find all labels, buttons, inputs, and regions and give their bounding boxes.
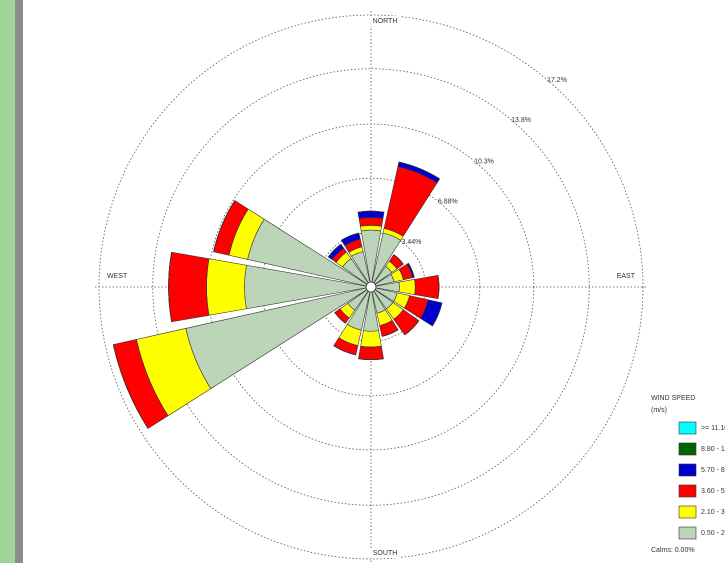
direction-label-bg (605, 271, 635, 281)
petal-segment (360, 225, 382, 232)
ring-label: 10.3% (474, 158, 494, 165)
legend-unit: (m/s) (651, 407, 667, 414)
center (365, 281, 377, 293)
direction-label: WEST (107, 273, 128, 280)
ring-label: 3.44% (401, 239, 421, 246)
legend-swatch (678, 526, 697, 540)
direction-label-bg (370, 16, 400, 26)
legend-label: >= 11.10 (701, 425, 725, 432)
petal-segment (358, 345, 384, 361)
calms-label: Calms: 0.00% (651, 547, 695, 554)
petal-segment (393, 254, 404, 265)
petal-segment (213, 200, 236, 252)
petal-segment (358, 217, 384, 227)
direction-label: NORTH (373, 18, 398, 25)
petal-segment (360, 330, 382, 348)
petal-segment (206, 258, 247, 316)
legend-label: 8.80 - 11.10 (701, 446, 725, 453)
legend-swatch (678, 484, 697, 498)
legend-swatch (678, 505, 697, 519)
ring (261, 177, 481, 397)
petal-segment (357, 210, 385, 219)
legend-swatch (678, 421, 697, 435)
legend-swatch (678, 463, 697, 477)
petal-segment (432, 302, 443, 327)
direction-label-bg (370, 548, 400, 558)
legend-title: WIND SPEED (651, 395, 695, 402)
side-bar (15, 0, 23, 563)
legend-label: 2.10 - 3.60 (701, 509, 725, 516)
ring-label: 17.2% (547, 77, 567, 84)
legend-label: 3.60 - 5.70 (701, 488, 725, 495)
petal-segment (414, 274, 440, 300)
direction-label-bg (107, 271, 137, 281)
petal-segment (398, 279, 416, 295)
petal-segment (437, 275, 440, 299)
ring-label: 13.8% (511, 117, 531, 124)
legend-swatch (678, 442, 697, 456)
petal-segment (168, 251, 210, 323)
ring-label: 6.88% (438, 199, 458, 206)
petal-segment (404, 320, 420, 336)
petal-segment (334, 312, 346, 324)
direction-label: SOUTH (373, 550, 398, 557)
petal-segment (398, 161, 440, 180)
plot: 3.44% 6.88% 10.3% 13.8% 17.2% NORTH EAST SOUTH W… (95, 11, 725, 563)
side-strip (0, 0, 15, 563)
direction-label: EAST (617, 273, 636, 280)
legend-label: 5.70 - 8.80 (701, 467, 725, 474)
legend-label: 0.50 - 2.10 (701, 530, 725, 537)
